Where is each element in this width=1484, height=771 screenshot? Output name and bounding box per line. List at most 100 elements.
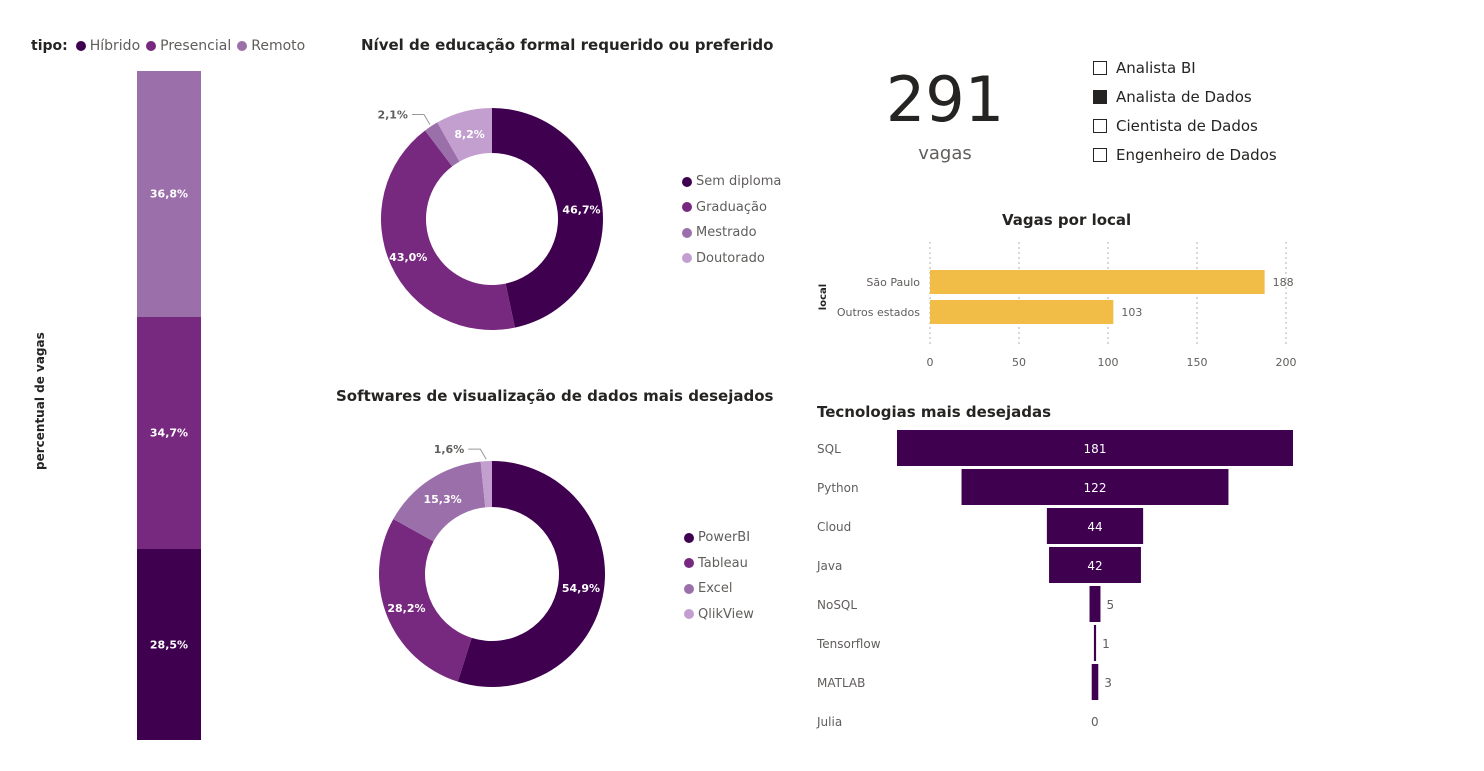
bar-1[interactable] bbox=[930, 300, 1114, 324]
tecnologias-title: Tecnologias mais desejadas bbox=[817, 403, 1051, 421]
x-tick-label: 200 bbox=[1276, 356, 1297, 369]
funnel-bar-java[interactable] bbox=[1049, 547, 1141, 583]
legend-label: Graduação bbox=[696, 199, 767, 215]
legend-label-remoto: Remoto bbox=[251, 38, 306, 54]
data-label-sem-diploma: 46,7% bbox=[562, 204, 600, 217]
slicer-item-label: Cientista de Dados bbox=[1116, 116, 1258, 135]
legend-dot bbox=[684, 532, 694, 543]
funnel-data-label: 181 bbox=[1084, 442, 1107, 456]
legend-dot bbox=[682, 253, 692, 264]
slice-sem-diploma[interactable] bbox=[492, 108, 603, 328]
funnel-category-label: NoSQL bbox=[817, 598, 857, 612]
checkbox[interactable] bbox=[1093, 89, 1107, 104]
slice-mestrado[interactable] bbox=[425, 122, 460, 167]
x-tick-label: 150 bbox=[1187, 356, 1208, 369]
checkbox[interactable] bbox=[1093, 60, 1107, 75]
data-label: 103 bbox=[1121, 306, 1142, 319]
y-tick-label: São Paulo bbox=[866, 276, 920, 289]
legend-dot bbox=[682, 202, 692, 213]
funnel-bar-tensorflow[interactable] bbox=[1093, 625, 1097, 661]
funnel-data-label: 122 bbox=[1084, 481, 1107, 495]
softwares-legend-item[interactable]: Excel bbox=[684, 576, 754, 602]
slice-qlikview[interactable] bbox=[480, 461, 492, 508]
leader-line bbox=[468, 448, 487, 460]
tipo-legend-title: tipo: bbox=[31, 38, 68, 54]
legend-label: Doutorado bbox=[696, 250, 765, 266]
educacao-legend-item[interactable]: Mestrado bbox=[682, 220, 781, 246]
y-tick-label: Outros estados bbox=[837, 306, 920, 319]
kpi-label: vagas bbox=[918, 143, 972, 164]
legend-label-hibrido: Híbrido bbox=[89, 38, 141, 54]
funnel-bar-nosql[interactable] bbox=[1089, 586, 1101, 622]
checkbox[interactable] bbox=[1093, 118, 1107, 133]
data-label-hibrido: 28,5% bbox=[149, 638, 189, 652]
slicer-item-label: Analista BI bbox=[1116, 58, 1196, 77]
slice-excel[interactable] bbox=[393, 461, 486, 542]
funnel-bar-cloud[interactable] bbox=[1046, 508, 1144, 544]
legend-dot bbox=[684, 583, 694, 594]
educacao-legend: Sem diploma Graduação Mestrado Doutorado bbox=[682, 169, 781, 271]
funnel-category-label: Cloud bbox=[817, 520, 851, 534]
funnel-category-label: Java bbox=[816, 559, 842, 573]
leader-line bbox=[411, 114, 431, 125]
slice-powerbi[interactable] bbox=[457, 461, 606, 687]
bar-remoto[interactable]: 36,8% bbox=[137, 71, 201, 318]
legend-label: QlikView bbox=[698, 606, 754, 622]
slice-graduacao[interactable] bbox=[381, 130, 515, 330]
funnel-bar-python[interactable] bbox=[961, 469, 1229, 505]
local-title: Vagas por local bbox=[1002, 211, 1132, 229]
data-label-excel: 15,3% bbox=[424, 493, 462, 506]
funnel-data-label: 42 bbox=[1087, 559, 1102, 573]
educacao-legend-item[interactable]: Graduação bbox=[682, 195, 781, 221]
legend-label: Excel bbox=[698, 581, 733, 597]
slicer-item-label: Analista de Dados bbox=[1116, 87, 1252, 106]
tipo-legend: tipo: Híbrido Presencial Remoto bbox=[31, 38, 311, 54]
softwares-legend-item[interactable]: QlikView bbox=[684, 602, 754, 628]
softwares-legend-item[interactable]: Tableau bbox=[684, 551, 754, 577]
bar-presencial[interactable]: 34,7% bbox=[137, 317, 201, 550]
data-label: 188 bbox=[1273, 276, 1294, 289]
slicer-item-analista-de-dados[interactable]: Analista de Dados bbox=[1093, 82, 1277, 111]
slicer-item-analista-bi[interactable]: Analista BI bbox=[1093, 53, 1277, 82]
slice-doutorado[interactable] bbox=[437, 108, 492, 162]
legend-item-hibrido[interactable]: Híbrido bbox=[75, 38, 141, 54]
local-bar-chart: 0 50 100 150 200 São Paulo 188 Outros estados 10… bbox=[818, 242, 1297, 369]
legend-dot-presencial bbox=[146, 41, 157, 51]
bar-0[interactable] bbox=[930, 270, 1265, 294]
funnel-category-label: Julia bbox=[816, 715, 842, 729]
legend-label: Sem diploma bbox=[696, 174, 782, 190]
educacao-legend-item[interactable]: Sem diploma bbox=[682, 169, 781, 195]
legend-item-remoto[interactable]: Remoto bbox=[237, 38, 305, 54]
legend-label-presencial: Presencial bbox=[160, 38, 232, 54]
educacao-legend-item[interactable]: Doutorado bbox=[682, 246, 781, 272]
y-axis-label: local bbox=[818, 284, 829, 310]
legend-item-presencial[interactable]: Presencial bbox=[146, 38, 231, 54]
softwares-title: Softwares de visualização de dados mais … bbox=[336, 387, 774, 405]
funnel-data-label: 5 bbox=[1106, 598, 1114, 612]
data-label-presencial: 34,7% bbox=[149, 426, 189, 440]
funnel-data-label: 1 bbox=[1102, 637, 1110, 651]
educacao-donut: 46,7% 43,0% 2,1% 8,2% bbox=[377, 108, 603, 330]
data-label-graduacao: 43,0% bbox=[389, 251, 427, 264]
softwares-legend-item[interactable]: PowerBI bbox=[684, 525, 754, 551]
funnel-bar-sql[interactable] bbox=[897, 430, 1293, 466]
x-tick-label: 100 bbox=[1098, 356, 1119, 369]
legend-dot bbox=[684, 558, 694, 569]
checkbox[interactable] bbox=[1093, 147, 1107, 162]
legend-dot bbox=[684, 609, 694, 620]
softwares-donut: 54,9% 28,2% 15,3% 1,6% bbox=[378, 443, 606, 687]
data-label-qlikview: 1,6% bbox=[434, 443, 465, 456]
funnel-category-label: SQL bbox=[817, 442, 841, 456]
funnel-bar-matlab[interactable] bbox=[1091, 664, 1099, 700]
legend-dot-remoto bbox=[237, 41, 248, 51]
slice-tableau[interactable] bbox=[378, 518, 472, 682]
bar-hibrido[interactable]: 28,5% bbox=[137, 549, 201, 740]
x-tick-label: 0 bbox=[927, 356, 934, 369]
x-tick-label: 50 bbox=[1012, 356, 1026, 369]
funnel-data-label: 44 bbox=[1087, 520, 1102, 534]
data-label-tableau: 28,2% bbox=[387, 602, 425, 615]
slicer-item-cientista-de-dados[interactable]: Cientista de Dados bbox=[1093, 111, 1277, 140]
funnel-category-label: Python bbox=[817, 481, 859, 495]
legend-dot-hibrido bbox=[75, 41, 86, 51]
slicer-item-engenheiro-de-dados[interactable]: Engenheiro de Dados bbox=[1093, 140, 1277, 169]
